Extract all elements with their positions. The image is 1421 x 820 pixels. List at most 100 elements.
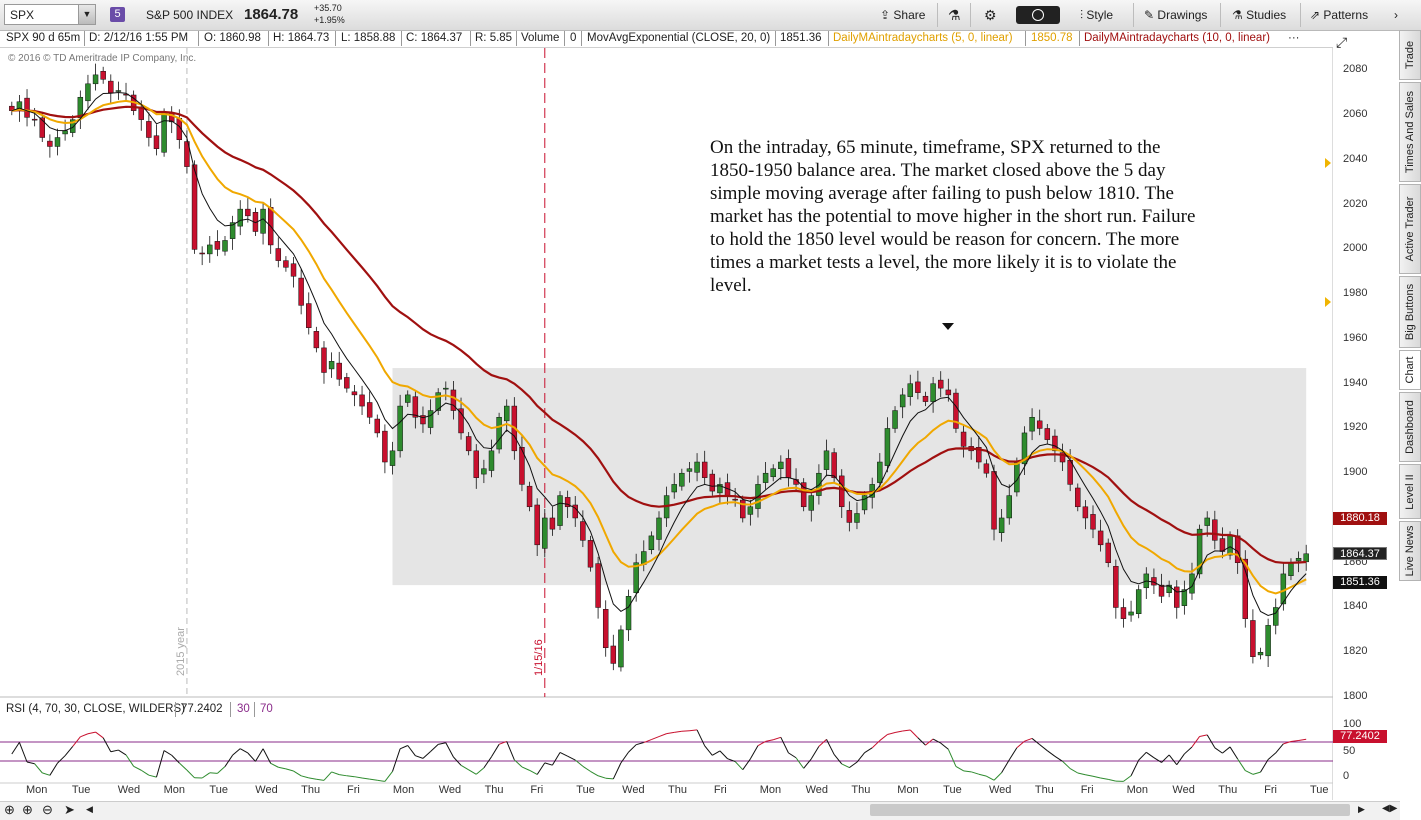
candle[interactable] <box>885 428 890 465</box>
candle[interactable] <box>588 540 593 567</box>
candle[interactable] <box>527 486 532 507</box>
candle[interactable] <box>611 646 616 663</box>
candle[interactable] <box>1136 590 1141 614</box>
zoom-out-icon[interactable]: ⊖ <box>42 802 53 818</box>
candle[interactable] <box>108 81 113 93</box>
candle[interactable] <box>146 121 151 137</box>
candle[interactable] <box>306 304 311 328</box>
candle[interactable] <box>854 513 859 522</box>
candle[interactable] <box>771 469 776 477</box>
candle[interactable] <box>649 536 654 550</box>
candle[interactable] <box>877 462 882 483</box>
pan-icon[interactable]: ⊕ <box>4 802 15 818</box>
candle[interactable] <box>63 131 68 134</box>
candle[interactable] <box>999 518 1004 533</box>
candle[interactable] <box>344 377 349 388</box>
price-chart[interactable]: 2015 year 1/15/16 <box>0 0 1333 800</box>
candle[interactable] <box>192 165 197 250</box>
expand-icon[interactable]: ◀▶ <box>1382 803 1397 814</box>
candle[interactable] <box>1205 518 1210 526</box>
candle[interactable] <box>687 469 692 472</box>
candle[interactable] <box>839 476 844 507</box>
scroll-right-icon[interactable]: ▶ <box>1358 804 1365 815</box>
candle[interactable] <box>618 630 623 667</box>
candle[interactable] <box>261 209 266 233</box>
candle[interactable] <box>1304 554 1309 562</box>
candle[interactable] <box>710 474 715 491</box>
candle[interactable] <box>1296 558 1301 561</box>
candle[interactable] <box>1212 520 1217 541</box>
candle[interactable] <box>382 431 387 462</box>
candle[interactable] <box>25 98 30 117</box>
candle[interactable] <box>748 507 753 515</box>
chevron-right-icon[interactable]: › <box>1390 5 1402 25</box>
candle[interactable] <box>1113 566 1118 607</box>
candle[interactable] <box>946 390 951 395</box>
candle[interactable] <box>1091 514 1096 529</box>
candle[interactable] <box>1228 536 1233 555</box>
candle[interactable] <box>847 510 852 522</box>
candle[interactable] <box>733 499 738 500</box>
candle[interactable] <box>93 75 98 84</box>
candle[interactable] <box>489 451 494 471</box>
candle[interactable] <box>1288 563 1293 576</box>
candle[interactable] <box>580 522 585 541</box>
candle[interactable] <box>809 496 814 511</box>
candle[interactable] <box>47 141 52 146</box>
side-tab-big-buttons[interactable]: Big Buttons <box>1399 276 1421 348</box>
candle[interactable] <box>1258 652 1263 655</box>
candle[interactable] <box>535 505 540 545</box>
candle[interactable] <box>763 473 768 482</box>
candle[interactable] <box>1159 585 1164 596</box>
candle[interactable] <box>367 402 372 417</box>
candle[interactable] <box>542 518 547 548</box>
candle[interactable] <box>961 432 966 446</box>
candle[interactable] <box>322 348 327 373</box>
side-tab-chart[interactable]: Chart <box>1399 350 1421 390</box>
candle[interactable] <box>55 138 60 147</box>
candle[interactable] <box>1037 421 1042 429</box>
side-tab-trade[interactable]: Trade <box>1399 30 1421 80</box>
candle[interactable] <box>1106 543 1111 563</box>
candle[interactable] <box>832 453 837 478</box>
candle[interactable] <box>908 384 913 397</box>
side-tab-level-ii[interactable]: Level II <box>1399 464 1421 519</box>
candle[interactable] <box>1151 577 1156 585</box>
candle[interactable] <box>672 484 677 492</box>
side-tab-dashboard[interactable]: Dashboard <box>1399 392 1421 462</box>
candle[interactable] <box>329 361 334 369</box>
candle[interactable] <box>459 409 464 433</box>
candle[interactable] <box>497 417 502 449</box>
candle[interactable] <box>215 241 220 249</box>
candle[interactable] <box>1045 428 1050 439</box>
candle[interactable] <box>695 462 700 472</box>
candle[interactable] <box>238 209 243 226</box>
candle[interactable] <box>550 518 555 529</box>
candle[interactable] <box>1266 625 1271 655</box>
candle[interactable] <box>1121 607 1126 618</box>
candle[interactable] <box>101 71 106 79</box>
candle[interactable] <box>603 609 608 647</box>
candle[interactable] <box>893 411 898 429</box>
candle[interactable] <box>1243 559 1248 619</box>
zoom-in-icon[interactable]: ⊕ <box>22 802 33 818</box>
candle[interactable] <box>32 119 37 120</box>
side-tab-active-trader[interactable]: Active Trader <box>1399 184 1421 274</box>
candle[interactable] <box>824 451 829 470</box>
candle[interactable] <box>405 395 410 403</box>
candle[interactable] <box>984 464 989 473</box>
candle[interactable] <box>116 91 121 92</box>
candle[interactable] <box>938 380 943 388</box>
candle[interactable] <box>1129 612 1134 615</box>
candle[interactable] <box>786 458 791 477</box>
candle[interactable] <box>85 84 90 101</box>
candle[interactable] <box>352 392 357 395</box>
side-tab-live-news[interactable]: Live News <box>1399 521 1421 581</box>
side-tab-times-and-sales[interactable]: Times And Sales <box>1399 82 1421 182</box>
candle[interactable] <box>162 113 167 152</box>
candle[interactable] <box>626 596 631 630</box>
candle[interactable] <box>413 397 418 418</box>
candle[interactable] <box>207 245 212 254</box>
candle[interactable] <box>778 462 783 469</box>
candle[interactable] <box>200 253 205 254</box>
